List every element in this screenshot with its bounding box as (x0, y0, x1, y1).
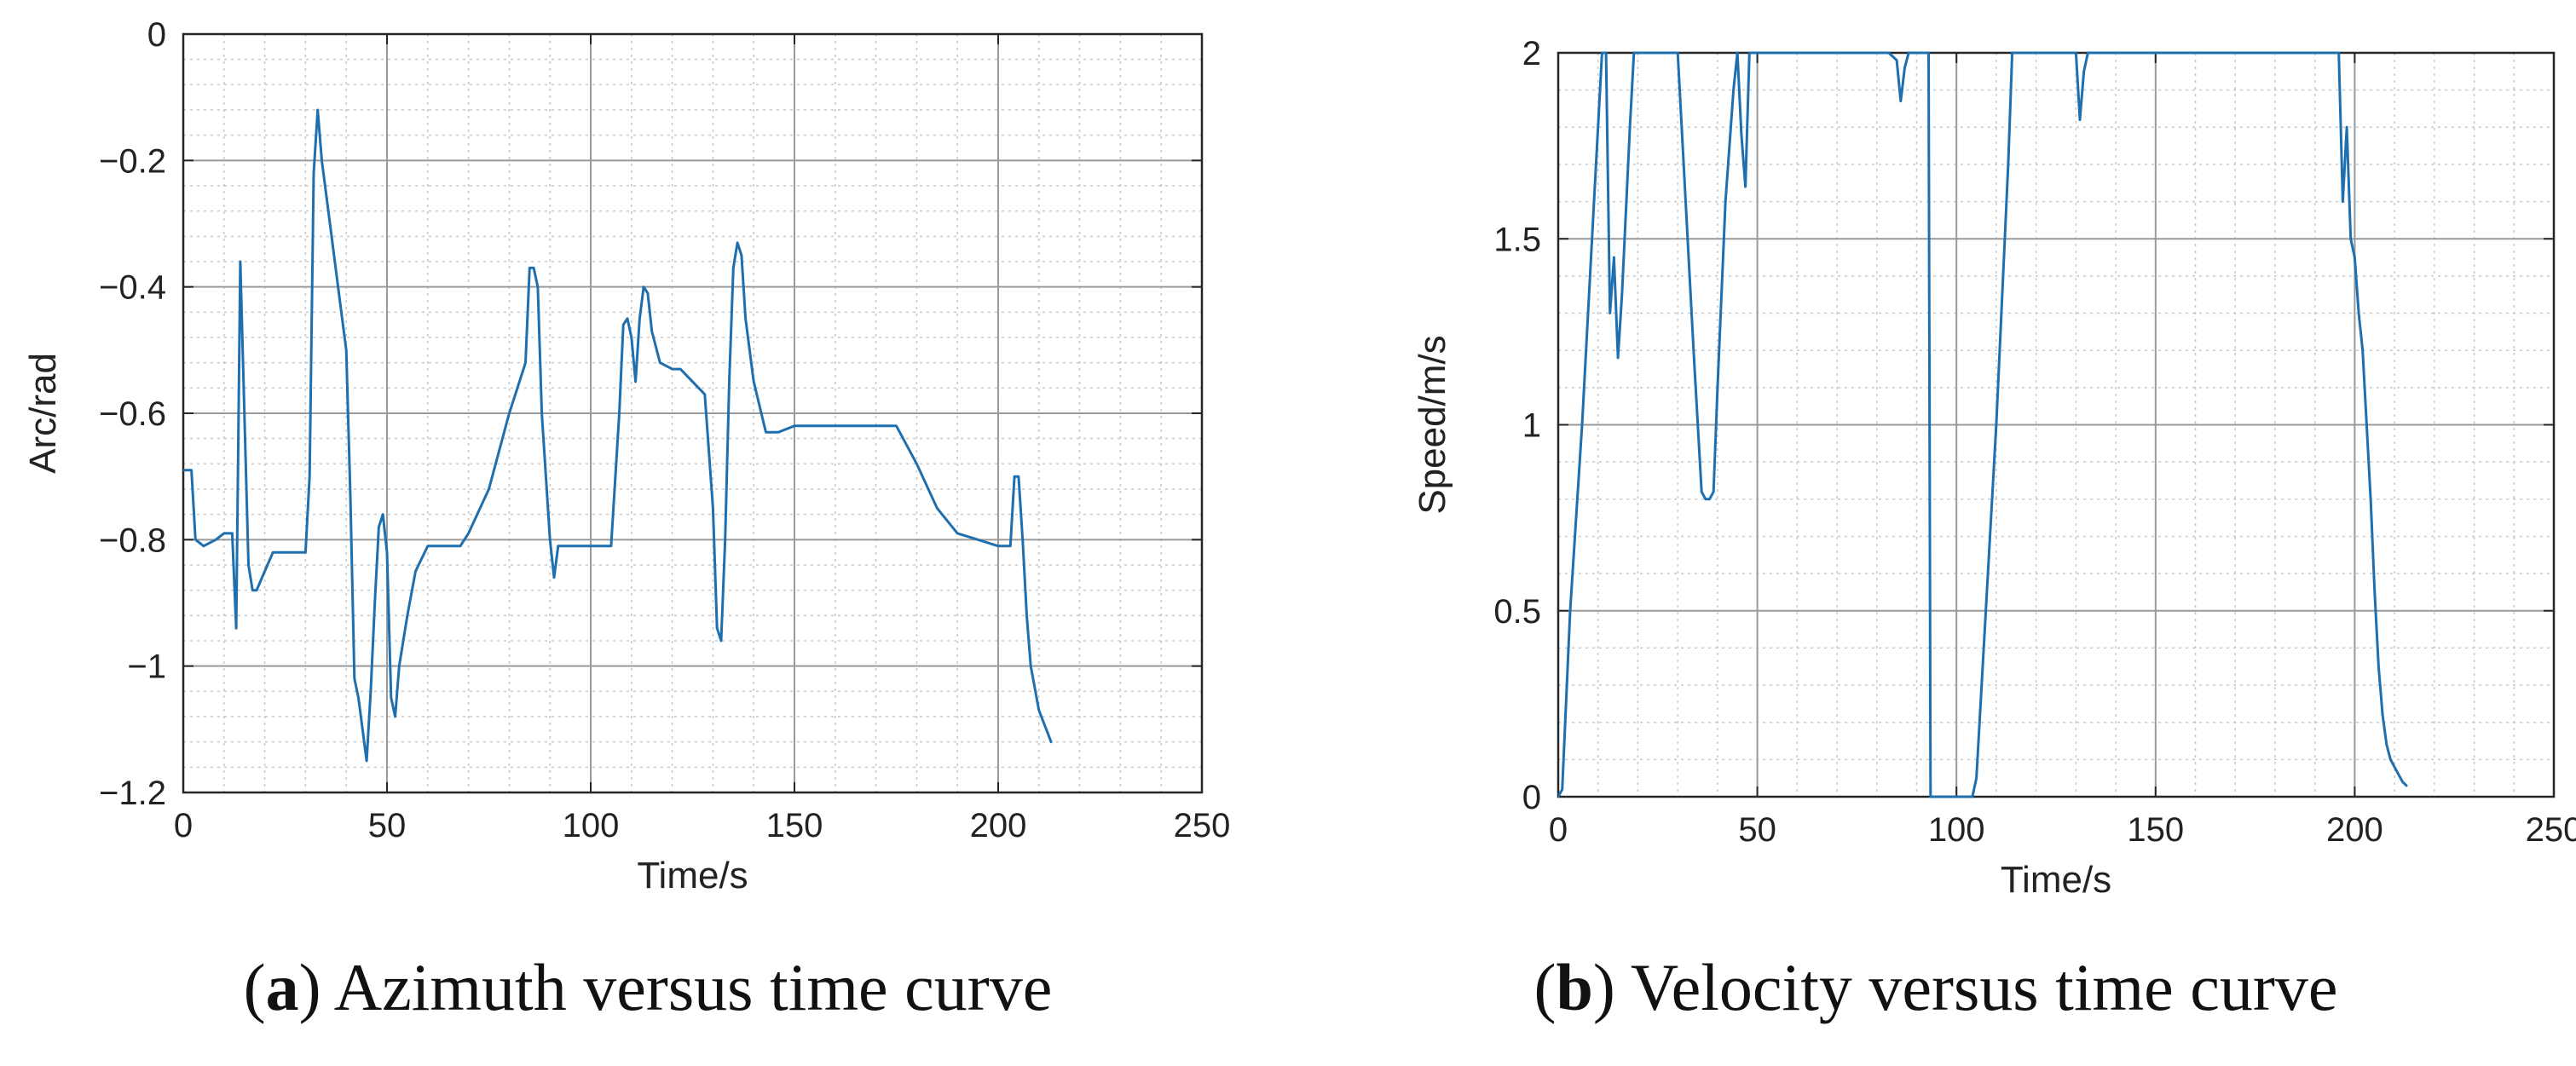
x-tick-label: 0 (174, 807, 193, 844)
y-tick-label: 0 (147, 16, 166, 54)
caption-velocity: (b) Velocity versus time curve (1533, 950, 2338, 1024)
x-tick-label: 200 (970, 807, 1027, 844)
x-tick-label: 150 (2127, 811, 2184, 849)
y-tick-label: −0.6 (99, 395, 166, 433)
x-axis-label: Time/s (2001, 859, 2111, 901)
velocity-chart: 0 50 100 150 200 250 0 0.5 1 1.5 2 Time/s Speed/m/s (1412, 35, 2576, 901)
y-axis-label: Arc/rad (22, 353, 64, 474)
y-axis-label: Speed/m/s (1412, 335, 1453, 514)
x-tick-label: 100 (563, 807, 620, 844)
y-tick-label: 1.5 (1493, 221, 1541, 258)
x-tick-label: 250 (2526, 811, 2576, 849)
y-tick-label: 0.5 (1493, 593, 1541, 631)
azimuth-chart: 0 50 100 150 200 250 0 −0.2 −0.4 −0.6 −0.8 −1 −1.2 Ti… (22, 16, 1231, 896)
y-tick-label: 1 (1522, 407, 1541, 445)
series-line-azimuth (183, 108, 1053, 763)
caption-letter: b (1556, 950, 1593, 1024)
y-tick-label: 2 (1522, 35, 1541, 72)
caption-text: Azimuth versus time curve (333, 950, 1053, 1024)
caption-azimuth: (a) Azimuth versus time curve (243, 950, 1053, 1024)
x-tick-label: 0 (1549, 811, 1568, 849)
y-tick-label: −0.8 (99, 521, 166, 559)
caption-text: Velocity versus time curve (1630, 950, 2338, 1024)
y-tick-label: −1.2 (99, 775, 166, 812)
panel-azimuth: 0 50 100 150 200 250 0 −0.2 −0.4 −0.6 −0.8 −1 −1.2 Ti… (22, 16, 1231, 1024)
y-tick-label: −1 (127, 648, 166, 686)
y-tick-label: −0.2 (99, 142, 166, 180)
series-line-speed (1558, 51, 2408, 798)
x-tick-label: 200 (2326, 811, 2383, 849)
caption-letter: a (265, 950, 299, 1024)
y-tick-label: −0.4 (99, 269, 166, 307)
x-axis-label: Time/s (637, 855, 748, 896)
panel-velocity: 0 50 100 150 200 250 0 0.5 1 1.5 2 Time/s Speed/m/s … (1296, 0, 2576, 1066)
y-tick-label: 0 (1522, 779, 1541, 816)
x-tick-label: 50 (368, 807, 407, 844)
x-tick-label: 250 (1174, 807, 1231, 844)
x-tick-label: 50 (1738, 811, 1776, 849)
x-tick-label: 150 (766, 807, 823, 844)
x-tick-label: 100 (1928, 811, 1985, 849)
